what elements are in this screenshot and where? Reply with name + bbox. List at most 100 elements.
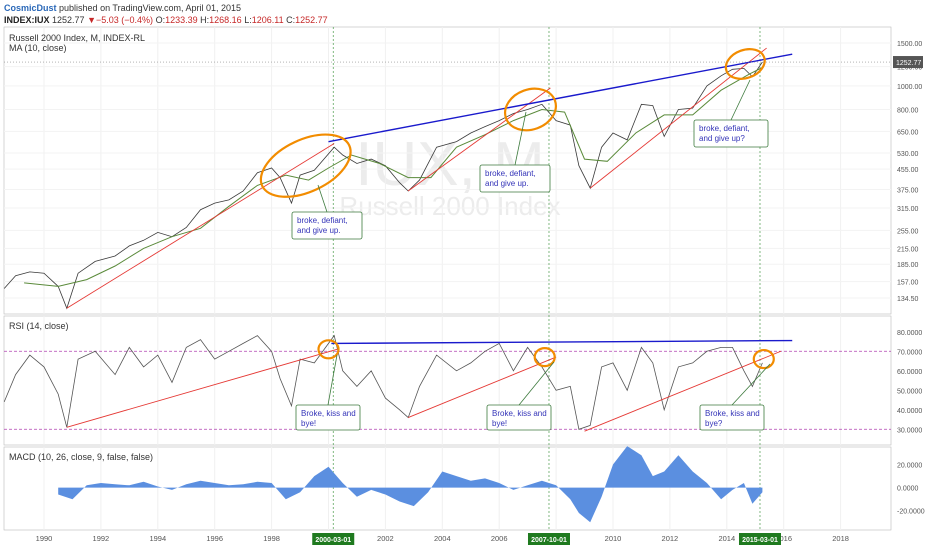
close-label: C:: [286, 15, 296, 25]
macd-tick-label: 20.0000: [897, 463, 922, 470]
rsi-series-line: [3, 334, 763, 430]
callout-pointer: [730, 79, 751, 121]
x-tick-label: 1996: [206, 534, 223, 543]
highlight-ellipse: [259, 133, 352, 198]
x-tick-label: 2016: [775, 534, 792, 543]
callout-text: broke, defiant,: [699, 124, 750, 133]
marker-date-tag: [738, 533, 781, 545]
last-price: 1252.77: [52, 15, 85, 25]
macd-tick-label: -20.0000: [897, 509, 925, 516]
callout-text: Broke, kiss and: [301, 409, 356, 418]
open-label: O:: [155, 15, 166, 25]
rsi-trendline: [66, 348, 338, 428]
low-value: 1206.11: [251, 15, 284, 25]
last-price-tag: [893, 56, 923, 69]
highlight-ellipse: [752, 348, 775, 370]
macd-pane-title: MACD (10, 26, close, 9, false, false): [9, 452, 153, 462]
price-trendline: [407, 87, 551, 192]
rsi-tick-label: 60.0000: [897, 369, 922, 376]
price-tick-label: 1200.00: [897, 65, 922, 72]
low-label: L:: [244, 15, 252, 25]
callout-text: Broke, kiss and: [492, 409, 547, 418]
axes-layer: 1990199219941996199820002002200420062008…: [4, 41, 925, 545]
price-tick-label: 530.00: [897, 151, 919, 158]
callout-box: [486, 404, 552, 431]
callout-text: and give up?: [699, 134, 745, 143]
x-tick-label: 2014: [718, 534, 735, 543]
price-tick-label: 215.00: [897, 246, 919, 253]
rsi-resistance-line: [331, 339, 793, 345]
marker-date-text: 2007-10-01: [531, 537, 567, 544]
callout-text: bye!: [301, 419, 316, 428]
price-tick-label: 185.00: [897, 262, 919, 269]
callout-box: [291, 211, 363, 240]
callout-box: [479, 164, 551, 193]
close-value: 1252.77: [295, 15, 328, 25]
x-tick-label: 2010: [605, 534, 622, 543]
drawings-layer: broke, defiant,and give up.broke, defian…: [66, 47, 793, 432]
callout-box: [699, 404, 765, 431]
down-arrow-icon: ▼: [87, 15, 97, 25]
marker-date-tag: [527, 533, 570, 545]
price-tick-label: 650.00: [897, 129, 919, 136]
x-tick-label: 2012: [662, 534, 679, 543]
price-change: −5.03 (−0.4%): [96, 15, 154, 25]
high-label: H:: [200, 15, 210, 25]
published-line: CosmicDust published on TradingView.com,…: [4, 2, 241, 14]
open-value: 1233.39: [165, 15, 198, 25]
price-callout: broke, defiant,and give up?: [693, 79, 769, 148]
price-callout: broke, defiant,and give up.: [291, 184, 363, 240]
price-tick-label: 375.00: [897, 188, 919, 195]
callout-text: and give up.: [485, 179, 529, 188]
callout-pointer: [327, 354, 338, 406]
price-tick-label: 315.00: [897, 206, 919, 213]
x-tick-label: 2006: [491, 534, 508, 543]
author-name[interactable]: CosmicDust: [4, 3, 57, 13]
last-price-tag-text: 1252.77: [896, 60, 921, 67]
x-tick-label: 1998: [263, 534, 280, 543]
highlight-ellipse: [317, 339, 340, 360]
highlight-ellipse: [533, 347, 556, 368]
rsi-pane-title: RSI (14, close): [9, 321, 69, 331]
callout-text: bye!: [492, 419, 507, 428]
price-tick-label: 255.00: [897, 228, 919, 235]
price-tick-label: 1000.00: [897, 84, 922, 91]
marker-date-tag: [312, 533, 355, 545]
published-text: published on TradingView.com, April 01, …: [59, 3, 241, 13]
x-tick-label: 1992: [93, 534, 110, 543]
callout-text: broke, defiant,: [297, 216, 348, 225]
price-trendline: [66, 143, 335, 309]
highlight-ellipse: [504, 87, 557, 132]
series-layer: [3, 61, 763, 523]
callout-pointer: [731, 363, 771, 406]
price-tick-label: 1500.00: [897, 41, 922, 48]
price-tick-label: 134.50: [897, 296, 919, 303]
callout-pointer: [317, 184, 328, 213]
highlight-ellipse: [724, 48, 766, 80]
symbol-label[interactable]: INDEX:IUX: [4, 15, 50, 25]
ohlc-line: INDEX:IUX 1252.77 ▼−5.03 (−0.4%) O:1233.…: [4, 14, 328, 26]
rsi-trendline: [584, 350, 782, 432]
x-tick-label: 2018: [832, 534, 849, 543]
rsi-tick-label: 70.0000: [897, 349, 922, 356]
rsi-tick-label: 50.0000: [897, 388, 922, 395]
price-tick-label: 157.00: [897, 280, 919, 287]
price-trendline: [589, 47, 767, 189]
macd-histogram-area: [58, 446, 763, 523]
high-value: 1268.16: [209, 15, 242, 25]
x-tick-label: 1990: [36, 534, 53, 543]
ma-series-line: [24, 67, 763, 287]
pane-frames: [3, 26, 892, 531]
price-pane-ma-label: MA (10, close): [9, 43, 67, 53]
x-tick-label: 2002: [377, 534, 394, 543]
callout-pointer: [518, 361, 555, 406]
marker-date-text: 2015-03-01: [742, 537, 778, 544]
rsi-tick-label: 40.0000: [897, 408, 922, 415]
price-tick-label: 800.00: [897, 107, 919, 114]
rsi-trendline: [407, 356, 557, 418]
callout-text: bye?: [705, 419, 723, 428]
